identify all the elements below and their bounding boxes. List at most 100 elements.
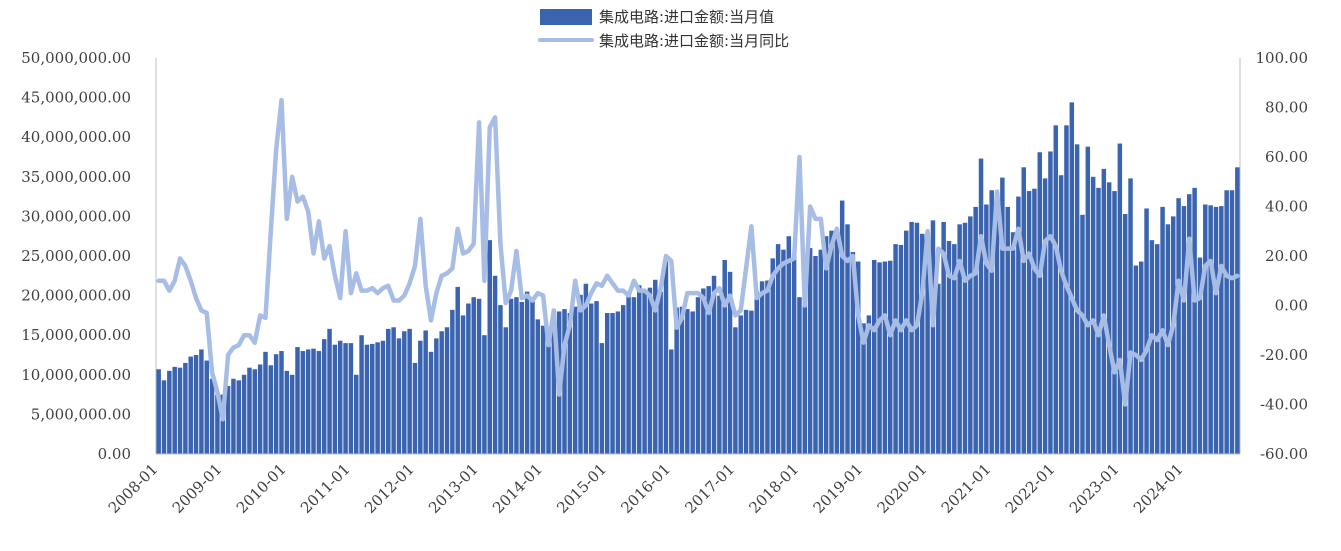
bar — [380, 340, 386, 454]
bar — [978, 158, 984, 454]
bar — [642, 290, 647, 454]
left-tick-label: 15,000,000.00 — [21, 326, 131, 344]
bar — [439, 331, 444, 454]
bar — [1032, 188, 1037, 454]
bar — [386, 328, 391, 454]
x-tick-label: 2014-01 — [489, 460, 546, 517]
bar — [898, 244, 904, 454]
bar — [674, 307, 679, 454]
bar — [161, 380, 167, 454]
line-series — [156, 97, 1240, 422]
bar — [348, 343, 354, 454]
right-axis-ticks: -60.00 -40.00 -20.00 0.00 20.00 40.00 60.00 80.… — [1256, 49, 1309, 463]
bar — [1048, 151, 1053, 454]
bar — [241, 374, 247, 454]
bar — [492, 275, 498, 454]
bar — [599, 343, 605, 454]
bar — [1149, 240, 1155, 454]
bar — [1197, 257, 1203, 454]
bar — [711, 275, 717, 454]
bar — [1203, 204, 1208, 454]
bar — [1122, 214, 1128, 454]
bar — [861, 323, 866, 454]
left-tick-label: 25,000,000.00 — [21, 247, 131, 265]
bar — [321, 339, 327, 454]
bar — [663, 261, 669, 454]
bar — [1016, 196, 1021, 454]
bar — [279, 351, 284, 454]
bar — [823, 236, 829, 454]
x-tick-label: 2023-01 — [1066, 460, 1123, 517]
bar — [855, 261, 861, 454]
bar — [1074, 144, 1080, 454]
right-tick-label: -60.00 — [1260, 445, 1308, 463]
bar — [893, 244, 898, 454]
bar — [311, 348, 316, 454]
bar — [1144, 208, 1149, 454]
bar — [540, 325, 546, 454]
bar — [487, 240, 492, 454]
bar — [519, 301, 525, 454]
bar — [925, 232, 930, 454]
bar — [701, 288, 706, 454]
bar — [199, 349, 204, 454]
bar — [455, 286, 460, 454]
bar — [984, 204, 989, 454]
bar — [1106, 182, 1112, 454]
bar — [679, 306, 685, 454]
bar — [1000, 177, 1005, 454]
bar — [706, 286, 711, 454]
bar — [289, 374, 295, 454]
bar — [775, 244, 781, 454]
bar — [332, 344, 338, 454]
bar — [263, 351, 268, 454]
bar — [920, 233, 925, 454]
left-tick-label: 40,000,000.00 — [21, 128, 131, 146]
bar — [759, 281, 765, 454]
bar — [973, 206, 978, 454]
bar — [727, 271, 733, 454]
bar — [1128, 178, 1133, 454]
bar — [231, 378, 236, 454]
legend-bar-label: 集成电路:进口金额:当月值 — [599, 8, 774, 26]
bar — [968, 216, 973, 454]
right-tick-label: 80.00 — [1265, 99, 1308, 117]
bar — [1069, 102, 1075, 454]
bar — [337, 340, 343, 454]
bar — [460, 315, 466, 454]
x-axis-labels: 2008-01 2009-01 2010-01 2011-01 2012-01 2013-… — [105, 460, 1187, 517]
bar — [637, 285, 642, 454]
bar — [407, 328, 412, 454]
x-tick-label: 2019-01 — [810, 460, 867, 517]
bar — [877, 262, 882, 454]
bar — [1154, 244, 1160, 454]
bar — [1229, 190, 1235, 454]
bar — [257, 364, 263, 454]
bar — [375, 342, 380, 454]
x-tick-label: 2017-01 — [681, 460, 738, 517]
bar — [1112, 191, 1117, 454]
bar — [476, 298, 482, 454]
bar — [578, 294, 583, 454]
bar — [1133, 265, 1139, 454]
left-tick-label: 5,000,000.00 — [31, 405, 131, 423]
right-tick-label: -20.00 — [1260, 346, 1308, 364]
bar — [434, 338, 439, 454]
x-tick-label: 2012-01 — [361, 460, 418, 517]
x-tick-label: 2024-01 — [1130, 460, 1187, 517]
right-tick-label: 20.00 — [1265, 247, 1308, 265]
bar — [268, 365, 274, 454]
bar — [471, 297, 476, 454]
bar — [658, 291, 663, 454]
bar — [402, 331, 407, 454]
bar — [1181, 206, 1187, 454]
bar — [514, 297, 519, 454]
bar — [626, 291, 631, 454]
bar — [802, 259, 808, 454]
x-tick-label: 2021-01 — [938, 460, 995, 517]
x-tick-label: 2015-01 — [553, 460, 610, 517]
bar — [733, 327, 738, 454]
bar — [300, 351, 306, 454]
bar — [594, 301, 599, 454]
bar — [621, 305, 626, 454]
